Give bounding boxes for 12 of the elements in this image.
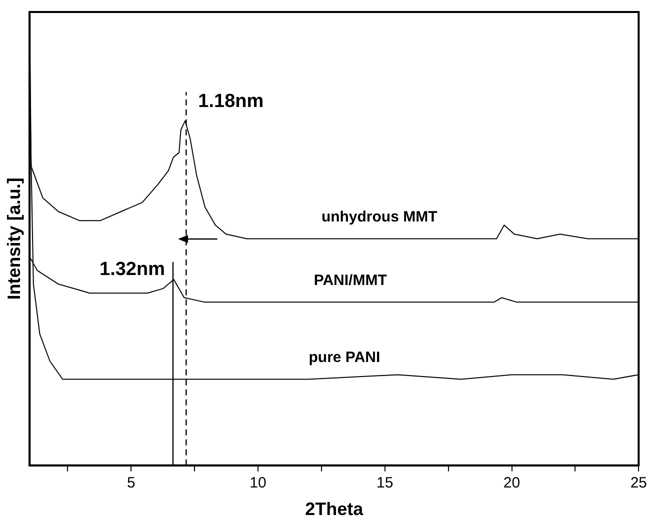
x-axis-title: 2Theta <box>305 499 364 520</box>
x-tick-label: 25 <box>630 474 647 492</box>
series-label: PANI/MMT <box>314 272 387 289</box>
y-axis-title: Intensity [a.u.] <box>4 178 24 300</box>
ref-line-label: 1.18nm <box>198 91 264 112</box>
x-tick-label: 15 <box>376 474 394 492</box>
series-label: pure PANI <box>308 348 380 366</box>
x-tick-label: 5 <box>126 474 136 492</box>
x-tick-label: 20 <box>503 474 520 492</box>
x-tick-label: 10 <box>250 474 266 492</box>
series-label: unhydrous MMT <box>321 208 438 226</box>
ref-line-label: 1.32nm <box>100 259 165 280</box>
